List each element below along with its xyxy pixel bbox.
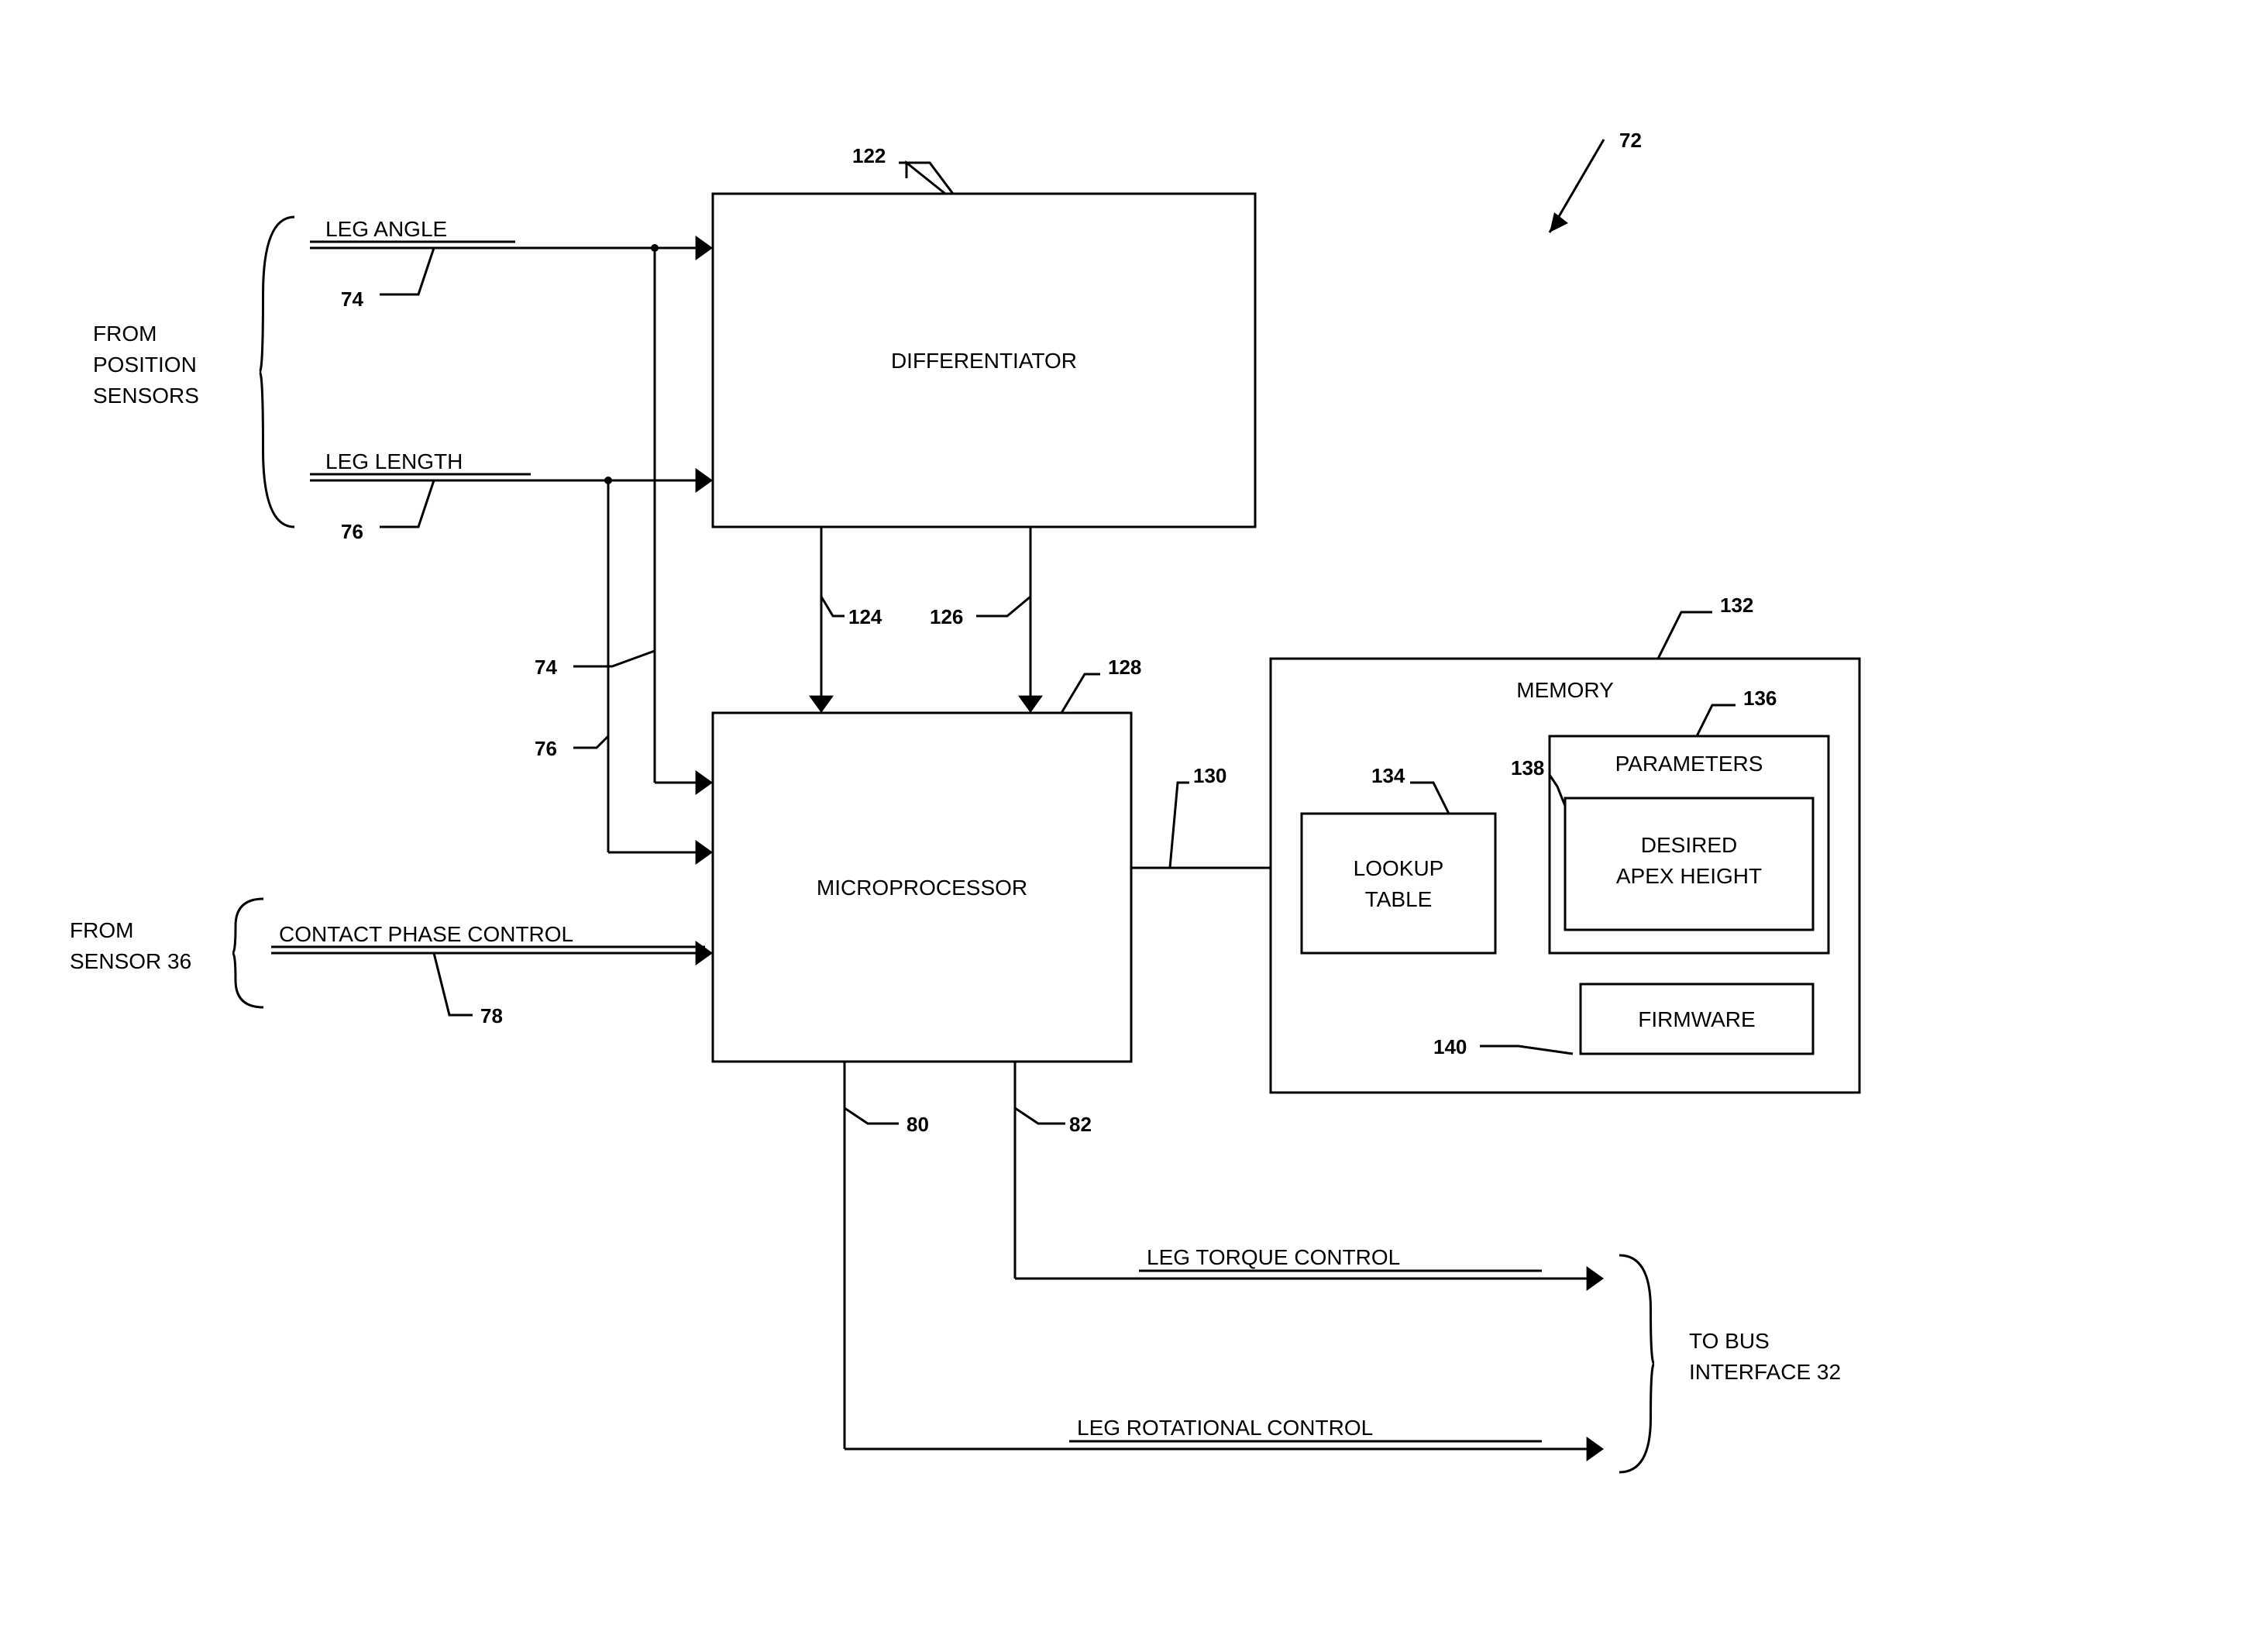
svg-text:LEG LENGTH: LEG LENGTH <box>325 449 463 473</box>
svg-text:MEMORY: MEMORY <box>1516 678 1614 702</box>
svg-text:138: 138 <box>1511 756 1544 780</box>
svg-text:SENSORS: SENSORS <box>93 384 199 408</box>
svg-text:76: 76 <box>341 520 363 543</box>
svg-text:FROM: FROM <box>93 322 157 346</box>
svg-text:APEX HEIGHT: APEX HEIGHT <box>1616 864 1762 888</box>
svg-text:76: 76 <box>535 737 557 760</box>
svg-text:LOOKUP: LOOKUP <box>1354 856 1444 880</box>
svg-text:CONTACT PHASE CONTROL: CONTACT PHASE CONTROL <box>279 922 573 946</box>
svg-text:DESIRED: DESIRED <box>1641 833 1737 857</box>
svg-text:134: 134 <box>1371 764 1405 787</box>
svg-text:72: 72 <box>1619 129 1642 152</box>
svg-text:122: 122 <box>852 144 886 167</box>
svg-text:TO BUS: TO BUS <box>1689 1329 1770 1353</box>
svg-text:LEG TORQUE CONTROL: LEG TORQUE CONTROL <box>1147 1245 1400 1269</box>
svg-text:LEG ROTATIONAL CONTROL: LEG ROTATIONAL CONTROL <box>1077 1416 1373 1440</box>
svg-text:74: 74 <box>341 287 363 311</box>
svg-text:126: 126 <box>930 605 963 628</box>
svg-text:DIFFERENTIATOR: DIFFERENTIATOR <box>891 349 1077 373</box>
svg-text:SENSOR 36: SENSOR 36 <box>70 949 191 973</box>
svg-text:FROM: FROM <box>70 918 133 942</box>
svg-text:FIRMWARE: FIRMWARE <box>1638 1007 1755 1031</box>
svg-text:136: 136 <box>1743 687 1777 710</box>
svg-text:82: 82 <box>1069 1113 1092 1136</box>
svg-text:128: 128 <box>1108 656 1141 679</box>
svg-text:124: 124 <box>848 605 882 628</box>
svg-text:78: 78 <box>480 1004 503 1027</box>
svg-text:132: 132 <box>1720 594 1753 617</box>
svg-text:INTERFACE 32: INTERFACE 32 <box>1689 1360 1841 1384</box>
svg-text:POSITION: POSITION <box>93 353 197 377</box>
svg-text:MICROPROCESSOR: MICROPROCESSOR <box>817 876 1027 900</box>
svg-text:TABLE: TABLE <box>1365 887 1433 911</box>
svg-text:140: 140 <box>1433 1035 1467 1058</box>
svg-text:PARAMETERS: PARAMETERS <box>1615 752 1763 776</box>
svg-text:130: 130 <box>1193 764 1226 787</box>
svg-text:LEG ANGLE: LEG ANGLE <box>325 217 447 241</box>
svg-text:74: 74 <box>535 656 557 679</box>
svg-text:80: 80 <box>906 1113 929 1136</box>
